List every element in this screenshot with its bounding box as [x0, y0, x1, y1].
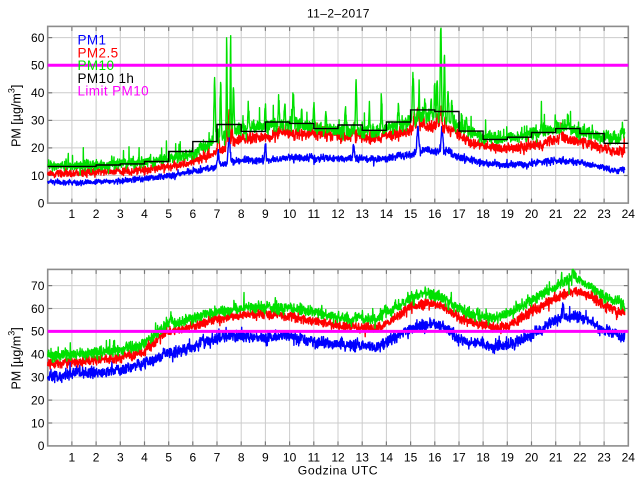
svg-text:1: 1: [69, 207, 76, 221]
svg-text:7: 7: [214, 451, 221, 465]
svg-text:21: 21: [549, 207, 563, 221]
svg-text:70: 70: [31, 279, 45, 293]
svg-text:14: 14: [380, 207, 394, 221]
svg-text:12: 12: [331, 207, 345, 221]
svg-text:40: 40: [31, 348, 45, 362]
svg-text:50: 50: [31, 325, 45, 339]
svg-text:15: 15: [404, 451, 418, 465]
svg-text:0: 0: [38, 196, 45, 210]
svg-text:24: 24: [622, 207, 636, 221]
svg-text:13: 13: [356, 451, 370, 465]
svg-text:PM [µg/m3]: PM [µg/m3]: [7, 327, 24, 389]
svg-text:30: 30: [31, 114, 45, 128]
svg-text:9: 9: [262, 207, 269, 221]
svg-text:18: 18: [476, 451, 490, 465]
svg-text:10: 10: [283, 451, 297, 465]
svg-text:13: 13: [356, 207, 370, 221]
svg-text:19: 19: [501, 207, 515, 221]
svg-text:Limit PM10: Limit PM10: [78, 84, 150, 99]
svg-text:5: 5: [165, 451, 172, 465]
svg-text:2: 2: [93, 451, 100, 465]
svg-text:PM10: PM10: [78, 58, 115, 73]
svg-text:21: 21: [549, 451, 563, 465]
svg-text:22: 22: [573, 451, 587, 465]
svg-text:24: 24: [622, 451, 636, 465]
svg-text:20: 20: [31, 393, 45, 407]
svg-text:Godzina UTC: Godzina UTC: [298, 464, 378, 478]
svg-text:17: 17: [452, 451, 466, 465]
svg-text:40: 40: [31, 86, 45, 100]
svg-text:4: 4: [141, 207, 148, 221]
svg-text:19: 19: [501, 451, 515, 465]
svg-text:10: 10: [31, 416, 45, 430]
svg-text:30: 30: [31, 371, 45, 385]
svg-text:PM [µg/m3]: PM [µg/m3]: [7, 85, 24, 147]
svg-text:8: 8: [238, 451, 245, 465]
svg-text:9: 9: [262, 451, 269, 465]
svg-text:1: 1: [69, 451, 76, 465]
svg-text:8: 8: [238, 207, 245, 221]
svg-text:10: 10: [283, 207, 297, 221]
svg-text:6: 6: [189, 207, 196, 221]
svg-text:7: 7: [214, 207, 221, 221]
svg-text:20: 20: [31, 141, 45, 155]
svg-text:20: 20: [525, 451, 539, 465]
svg-text:3: 3: [117, 451, 124, 465]
svg-text:2: 2: [93, 207, 100, 221]
svg-text:14: 14: [380, 451, 394, 465]
svg-text:16: 16: [428, 451, 442, 465]
svg-text:6: 6: [189, 451, 196, 465]
svg-text:22: 22: [573, 207, 587, 221]
svg-text:11: 11: [308, 207, 321, 221]
svg-text:17: 17: [452, 207, 466, 221]
svg-text:60: 60: [31, 31, 45, 45]
svg-text:20: 20: [525, 207, 539, 221]
svg-text:PM1: PM1: [78, 33, 107, 48]
svg-text:15: 15: [404, 207, 418, 221]
svg-text:10: 10: [31, 169, 45, 183]
svg-text:12: 12: [331, 451, 345, 465]
svg-text:4: 4: [141, 451, 148, 465]
svg-text:50: 50: [31, 59, 45, 73]
svg-text:PM2.5: PM2.5: [78, 45, 119, 60]
svg-text:60: 60: [31, 302, 45, 316]
svg-text:11–2–2017: 11–2–2017: [307, 7, 370, 21]
svg-text:5: 5: [165, 207, 172, 221]
svg-text:18: 18: [476, 207, 490, 221]
svg-text:0: 0: [38, 439, 45, 453]
svg-text:23: 23: [597, 451, 611, 465]
svg-text:PM10 1h: PM10 1h: [78, 71, 135, 86]
svg-text:23: 23: [597, 207, 611, 221]
svg-text:11: 11: [308, 451, 321, 465]
svg-text:3: 3: [117, 207, 124, 221]
svg-text:16: 16: [428, 207, 442, 221]
